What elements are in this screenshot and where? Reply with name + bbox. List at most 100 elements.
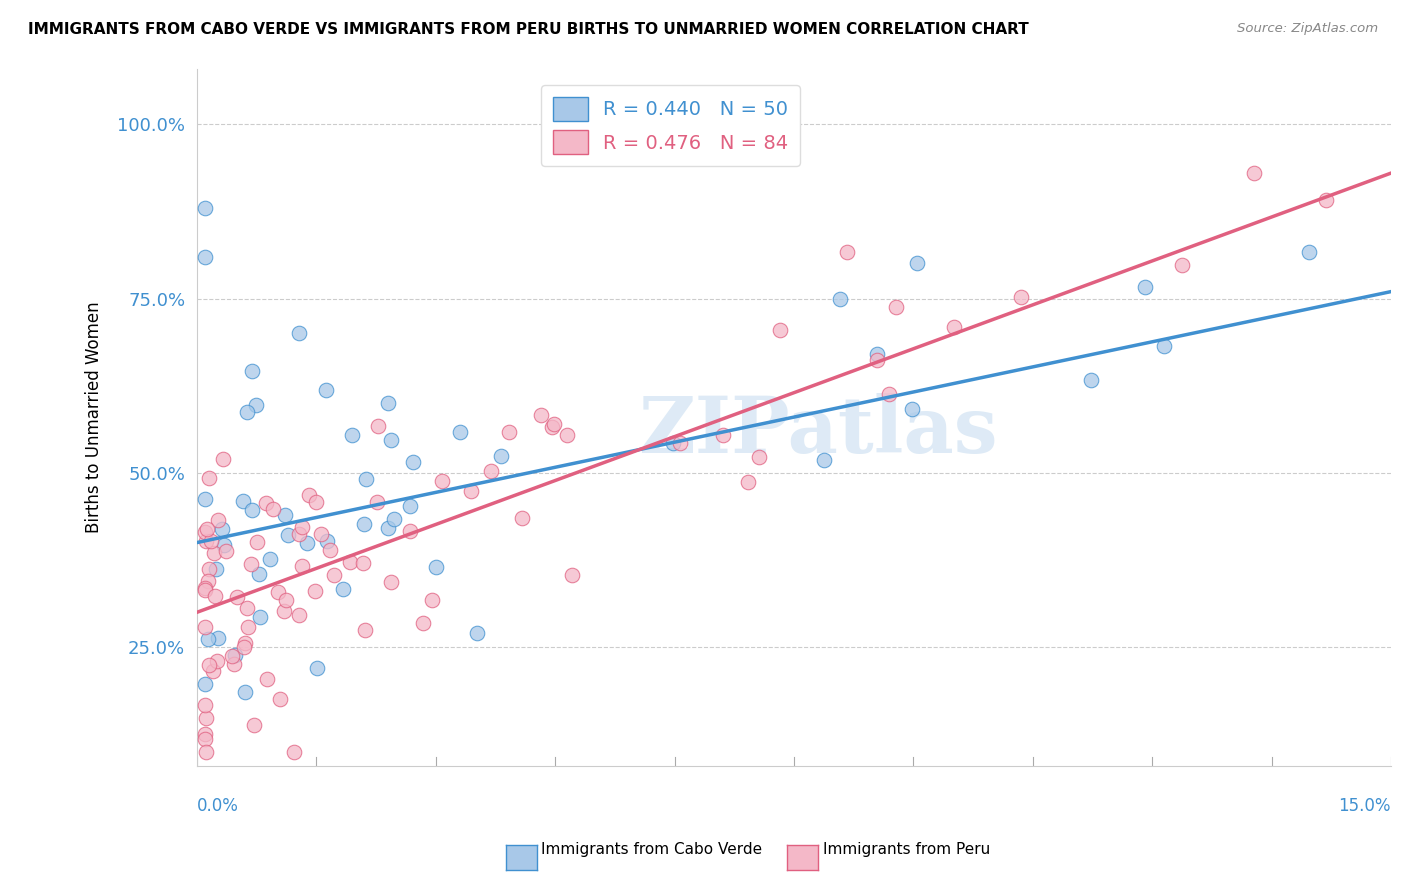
- Text: Immigrants from Cabo Verde: Immigrants from Cabo Verde: [541, 842, 762, 856]
- Point: [748, 450, 770, 464]
- Point: [194, 583, 217, 598]
- Point: [315, 383, 337, 397]
- Point: [866, 353, 889, 368]
- Point: [382, 512, 405, 526]
- Point: [233, 685, 256, 699]
- Point: [232, 494, 254, 508]
- Point: [262, 501, 284, 516]
- Point: [288, 326, 311, 340]
- Point: [884, 301, 907, 315]
- Point: [367, 419, 389, 434]
- Point: [366, 495, 388, 509]
- Point: [352, 556, 374, 570]
- Point: [1080, 373, 1102, 387]
- Point: [211, 522, 233, 536]
- Point: [304, 584, 326, 599]
- Point: [837, 244, 859, 259]
- Point: [276, 593, 298, 607]
- Point: [489, 449, 512, 463]
- Point: [1153, 338, 1175, 352]
- Point: [243, 717, 266, 731]
- Point: [205, 562, 228, 576]
- Point: [287, 527, 309, 541]
- Point: [866, 347, 889, 361]
- Point: [254, 496, 277, 510]
- Point: [943, 320, 966, 334]
- Point: [200, 533, 222, 548]
- Point: [323, 568, 346, 582]
- Point: [420, 593, 443, 607]
- Point: [1010, 290, 1032, 304]
- Point: [288, 607, 311, 622]
- Point: [245, 534, 267, 549]
- Point: [222, 657, 245, 672]
- Point: [543, 417, 565, 432]
- Point: [813, 453, 835, 467]
- Point: [380, 575, 402, 590]
- Point: [425, 559, 447, 574]
- Point: [1170, 259, 1192, 273]
- Point: [309, 526, 332, 541]
- Point: [353, 516, 375, 531]
- Point: [398, 524, 420, 539]
- Text: 15.0%: 15.0%: [1339, 797, 1391, 815]
- Point: [273, 604, 295, 618]
- Point: [240, 503, 263, 517]
- Point: [465, 625, 488, 640]
- Y-axis label: Births to Unmarried Women: Births to Unmarried Women: [86, 301, 103, 533]
- Point: [197, 632, 219, 646]
- Point: [711, 427, 734, 442]
- Point: [240, 364, 263, 378]
- Point: [211, 452, 233, 467]
- Point: [769, 323, 792, 337]
- Point: [432, 474, 454, 488]
- Point: [245, 398, 267, 412]
- Point: [198, 657, 221, 672]
- Point: [669, 436, 692, 450]
- Legend: R = 0.440   N = 50, R = 0.476   N = 84: R = 0.440 N = 50, R = 0.476 N = 84: [541, 86, 800, 166]
- Point: [221, 648, 243, 663]
- Text: ZIPatlas: ZIPatlas: [638, 393, 998, 469]
- Point: [194, 524, 217, 539]
- Point: [197, 562, 219, 576]
- Point: [905, 256, 928, 270]
- Point: [315, 534, 337, 549]
- Point: [256, 672, 278, 686]
- Text: 0.0%: 0.0%: [197, 797, 239, 815]
- Point: [828, 292, 851, 306]
- Point: [283, 745, 305, 759]
- Point: [195, 522, 218, 536]
- Point: [195, 745, 218, 759]
- Point: [240, 557, 263, 571]
- Point: [377, 520, 399, 534]
- Point: [214, 543, 236, 558]
- Point: [297, 536, 319, 550]
- Point: [354, 472, 377, 486]
- Point: [1243, 166, 1265, 180]
- Point: [194, 710, 217, 724]
- Point: [460, 483, 482, 498]
- Point: [339, 556, 361, 570]
- Point: [1315, 194, 1337, 208]
- Point: [877, 387, 900, 401]
- Point: [236, 405, 259, 419]
- Point: [198, 471, 221, 485]
- Point: [291, 558, 314, 573]
- Point: [555, 428, 578, 442]
- Point: [259, 552, 281, 566]
- Point: [267, 584, 290, 599]
- Point: [319, 542, 342, 557]
- Point: [212, 538, 235, 552]
- Point: [207, 631, 229, 645]
- Point: [737, 475, 759, 489]
- Point: [530, 408, 553, 422]
- Point: [412, 615, 434, 630]
- Point: [901, 401, 924, 416]
- Point: [194, 491, 217, 506]
- Point: [235, 636, 257, 650]
- Point: [235, 600, 257, 615]
- Point: [194, 250, 217, 264]
- Point: [399, 499, 422, 513]
- Point: [225, 590, 247, 604]
- Point: [307, 661, 329, 675]
